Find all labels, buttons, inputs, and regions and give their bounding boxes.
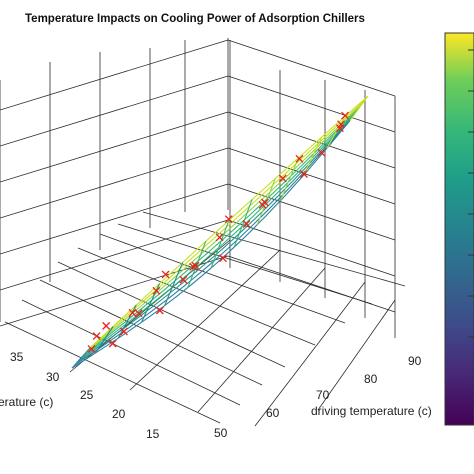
scatter-point [341,111,350,120]
surface-mesh-line [279,157,300,201]
wall-grid-line [0,39,229,111]
axes-grid [0,38,406,427]
scatter-point [215,233,224,242]
tick-labels: 50 60 70 80 90 15 20 25 30 35 [10,350,422,441]
wall-grid-line [227,147,396,205]
scatter-point [87,345,96,353]
wall-grid-line [0,75,229,147]
surface-mesh-line [303,136,323,176]
surface-mesh-line [94,326,114,354]
surface-mesh-line [210,220,230,269]
y-tick-label: 25 [80,388,94,402]
chart-title: Temperature Impacts on Cooling Power of … [25,13,365,25]
floor-grid-line [77,247,316,346]
surface-mesh-line [233,199,253,248]
surface-mesh-line [164,262,184,306]
floor-grid-line [117,223,373,305]
floor-grid-line [57,261,286,368]
scatter-markers [87,111,350,353]
wall-grid-line [0,219,229,291]
scatter-point [300,170,308,178]
scatter-point [108,339,117,348]
floor-grid-line [254,281,366,427]
wall-grid-line [0,183,229,255]
surface-mesh-line [349,95,369,121]
floor-grid-line [99,233,346,324]
scatter-point [219,254,227,263]
y-axis-label: erature (c) [0,395,53,409]
wall-grid-line [227,39,396,97]
scatter-point [128,308,137,317]
scatter-point [92,332,101,341]
scatter-point [189,262,198,271]
y-tick-label: 35 [10,350,24,364]
scatter-point [242,219,251,228]
colorbar-ticks [468,49,474,379]
floor-grid-line [317,299,396,411]
scatter-point [134,309,143,318]
wall-grid-line [227,111,396,169]
surface-mesh [71,95,369,369]
scatter-point [278,174,287,183]
scatter-point [102,321,111,330]
x-axis-label: driving temperature (c) [311,404,432,418]
x-tick-label: 90 [408,354,422,368]
scatter-point [155,306,164,315]
scatter-point [152,286,161,295]
scatter-point [295,154,304,163]
wall-grid-line [227,75,396,133]
scatter-point [335,124,344,133]
surface-mesh-line [87,99,366,352]
colorbar [444,32,474,426]
wall-grid-line [0,111,229,183]
x-tick-label: 80 [364,372,378,386]
scatter-point [224,215,233,224]
wall-grid-line [0,147,229,219]
x-tick-label: 60 [266,406,280,420]
scatter-point [161,270,170,279]
wall-grid-line [227,255,396,313]
floor-grid-line [142,211,406,287]
colorbar-gradient [444,32,474,426]
scatter-point [317,148,326,157]
floor-grid-line [39,279,263,386]
scatter-point [119,327,128,336]
floor-grid-line [21,299,241,406]
scatter-point [179,275,188,284]
y-tick-label: 15 [146,427,160,441]
surface-mesh-line [71,347,91,369]
y-tick-label: 30 [46,370,60,384]
floor-grid-line [129,249,281,391]
wall-grid-line [227,219,396,277]
floor-grid-line [4,321,221,424]
wall-grid-line [227,183,396,241]
y-tick-label: 20 [112,407,126,421]
x-tick-label: 50 [214,426,228,440]
surface-mesh-line [326,116,346,149]
scatter-point [261,198,269,207]
scatter-point [191,261,200,270]
surface-mesh-line [117,304,137,339]
floor-grid-line [197,267,326,413]
x-tick-label: 70 [316,388,330,402]
surface-mesh-line [74,116,354,366]
